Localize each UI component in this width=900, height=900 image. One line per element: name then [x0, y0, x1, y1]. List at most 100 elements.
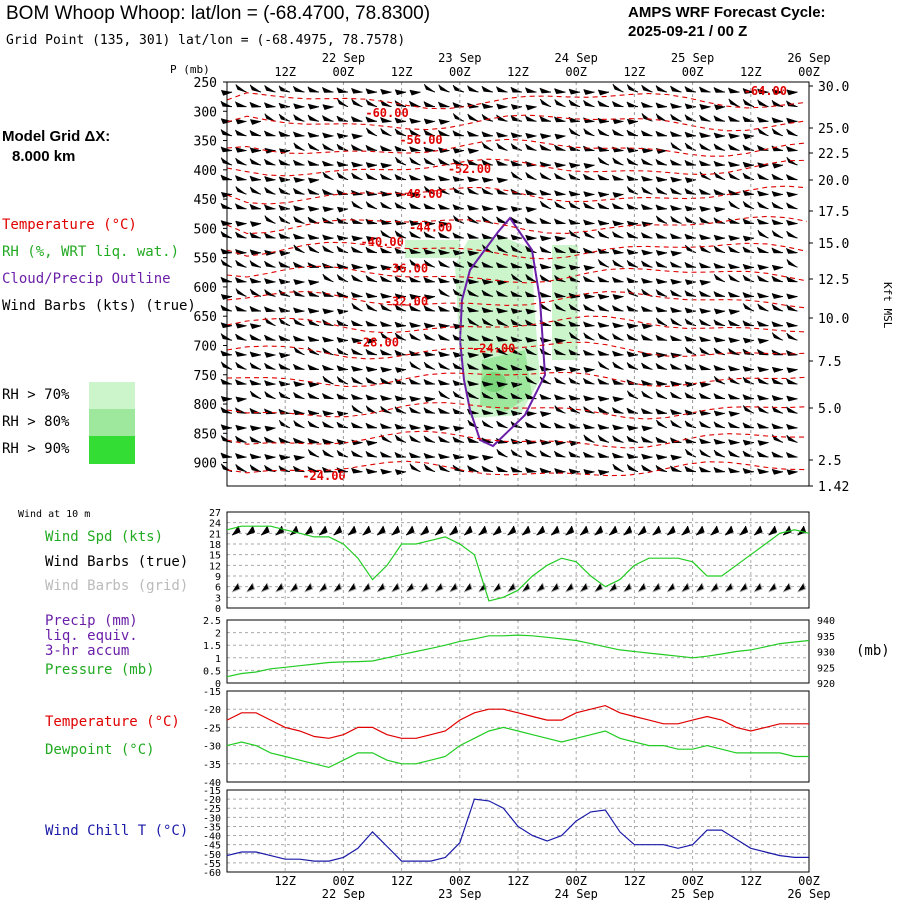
wind-barb	[336, 132, 349, 139]
wind-barb	[583, 264, 595, 271]
wind-barb	[510, 319, 523, 327]
wind-barb	[423, 305, 436, 312]
wind-barb	[380, 332, 392, 341]
wind-barb	[728, 291, 740, 298]
label-pressure-unit: (mb)	[856, 643, 890, 659]
wind-barb	[568, 303, 581, 312]
wind-barb-true	[724, 525, 734, 536]
wind-barb	[626, 333, 639, 341]
wind-barb	[307, 364, 320, 371]
wind-barb	[452, 380, 465, 386]
wind-barb	[366, 337, 378, 344]
wind-barb	[597, 350, 610, 356]
wind-barb-true	[304, 525, 314, 536]
wind-barb	[583, 423, 595, 430]
wind-barb	[771, 434, 784, 443]
wind-barb	[467, 130, 479, 137]
wind-barb	[278, 380, 291, 387]
wind-barb	[467, 317, 479, 327]
wind-barb	[235, 260, 247, 268]
temperature-contour-label: -24.00	[302, 469, 345, 483]
wind-barb	[307, 381, 320, 388]
temperature-contour-label: -32.00	[385, 295, 428, 309]
wind-barb	[409, 395, 421, 402]
wind-barb-grid	[507, 582, 517, 593]
wind-barb	[554, 218, 566, 225]
wind-barb	[626, 322, 639, 329]
wind-barb-true	[608, 525, 618, 536]
wind-barb	[438, 221, 450, 227]
wind-barb	[525, 319, 537, 327]
wind-barb	[539, 467, 552, 474]
wind-barb	[626, 464, 639, 473]
wind-barb	[655, 250, 668, 256]
wind-barb	[641, 232, 653, 239]
wind-chill-line	[226, 798, 809, 862]
wind-barb	[786, 304, 798, 312]
wind-barb	[438, 436, 450, 443]
wind-barb	[554, 88, 566, 94]
wind-barb	[409, 293, 421, 300]
wind-barb	[539, 189, 552, 196]
top-date-label: 26 Sep	[787, 51, 830, 65]
wind-barb	[351, 348, 363, 356]
y-tick-label: 15	[209, 551, 221, 562]
wind-barb	[539, 200, 552, 210]
wind-barb	[307, 420, 320, 429]
wind-barb	[583, 321, 595, 328]
wind-barb	[452, 130, 465, 137]
wind-barb	[409, 174, 421, 181]
wind-barb	[554, 439, 566, 446]
wind-barb	[380, 349, 392, 356]
wind-barb	[409, 361, 421, 370]
wind-barb	[771, 230, 784, 239]
wind-barb	[322, 466, 334, 473]
wind-barb	[394, 469, 407, 476]
wind-barb	[670, 103, 682, 109]
wind-barb-grid	[449, 582, 459, 593]
wind-barb	[293, 335, 305, 342]
wind-barb	[482, 454, 494, 461]
wind-barb	[409, 202, 421, 210]
label-dewpoint: Dewpoint (°C)	[45, 742, 155, 758]
wind-barb	[366, 127, 378, 137]
wind-barb	[612, 463, 624, 473]
wind-barb	[554, 144, 566, 151]
wind-barb	[322, 104, 334, 111]
wind-barb	[670, 363, 682, 370]
wind-barb	[757, 264, 769, 271]
wind-barb	[771, 451, 784, 458]
wind-barb	[684, 392, 697, 400]
wind-barb	[278, 233, 291, 239]
wind-barb	[713, 132, 726, 139]
wind-barb-true	[246, 525, 256, 536]
wind-barb	[684, 346, 697, 356]
wind-barb	[670, 318, 682, 327]
wind-barb	[264, 249, 276, 256]
wind-barb	[380, 88, 392, 95]
wind-barb	[554, 190, 566, 197]
temperature-contour	[226, 402, 808, 420]
wind-barb	[655, 159, 668, 166]
wind-barb	[409, 118, 421, 124]
wind-barb	[626, 260, 639, 268]
wind-barb	[771, 247, 784, 254]
wind-barb	[641, 158, 653, 166]
wind-barb	[452, 278, 465, 284]
wind-barb	[467, 335, 479, 341]
wind-barb	[655, 408, 668, 415]
wind-barb	[423, 220, 436, 227]
wind-barb	[728, 410, 740, 417]
wind-barb-true	[420, 525, 430, 536]
bottom-time-tick: 12Z	[740, 874, 762, 888]
wind-barb	[351, 450, 363, 458]
wind-barb	[278, 131, 291, 137]
wind-barb	[699, 216, 711, 224]
wind-barb	[583, 469, 595, 475]
wind-barb	[380, 423, 392, 429]
wind-barb	[525, 115, 537, 122]
wind-barb	[684, 188, 697, 195]
wind-barb	[409, 424, 421, 430]
wind-barb	[510, 132, 523, 139]
wind-barb	[742, 172, 755, 181]
